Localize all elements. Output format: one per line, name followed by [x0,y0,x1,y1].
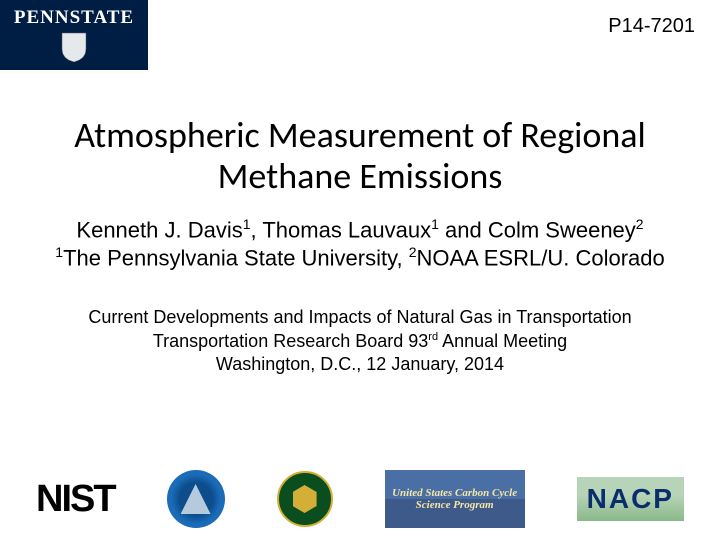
author-1: Kenneth J. Davis [76,217,242,242]
usccsp-logo: United States Carbon Cycle Science Progr… [385,470,525,528]
event-line-1: Current Developments and Impacts of Natu… [30,306,690,329]
nist-logo: NIST [36,478,115,521]
event-info: Current Developments and Impacts of Natu… [0,306,720,376]
author-2-sup: 1 [431,216,439,232]
affil-2-sup: 2 [409,244,417,260]
pennstate-shield-icon [60,31,88,63]
usccsp-text: United States Carbon Cycle Science Progr… [389,487,521,511]
nacp-logo: NACP [577,477,684,521]
author-3-sup: 2 [636,216,644,232]
doe-logo-icon [277,471,333,527]
event-line-3: Washington, D.C., 12 January, 2014 [30,353,690,376]
noaa-logo-icon [167,470,225,528]
author-1-sup: 1 [243,216,251,232]
document-id: P14-7201 [608,0,720,38]
affil-1: The Pennsylvania State University, [63,245,409,270]
affiliations: 1The Pennsylvania State University, 2NOA… [0,244,720,272]
slide-title: Atmospheric Measurement of Regional Meth… [0,115,720,198]
author-sep-2: and Colm Sweeney [439,217,636,242]
pennstate-text: PENNSTATE [14,7,134,29]
author-sep-1: , Thomas Lauvaux [251,217,432,242]
logo-row: NIST United States Carbon Cycle Science … [0,470,720,528]
pennstate-logo: PENNSTATE [0,0,148,70]
header-row: PENNSTATE P14-7201 [0,0,720,70]
event-line-2: Transportation Research Board 93rd Annua… [30,330,690,353]
affil-1-sup: 1 [55,244,63,260]
authors: Kenneth J. Davis1, Thomas Lauvaux1 and C… [0,216,720,244]
affil-2: NOAA ESRL/U. Colorado [417,245,665,270]
